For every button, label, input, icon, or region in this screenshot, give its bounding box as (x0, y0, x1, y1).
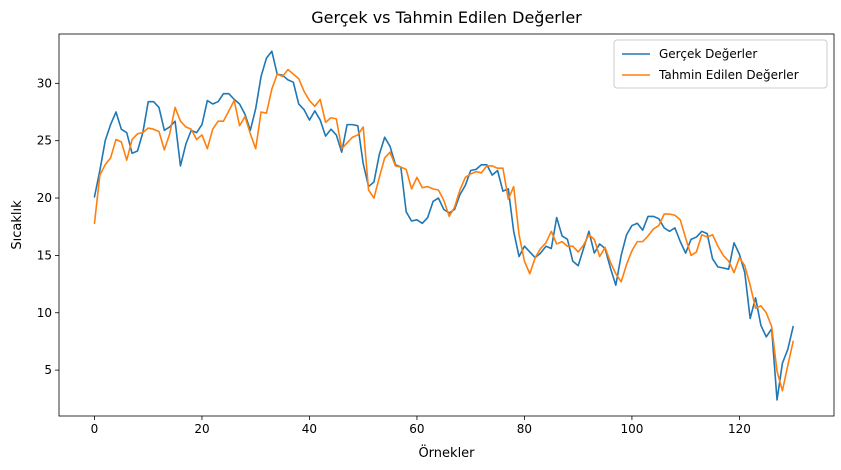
x-axis-label: Örnekler (418, 444, 475, 461)
y-tick-label: 5 (44, 363, 52, 377)
plot-lines (93, 50, 794, 401)
x-tick-label: 40 (302, 422, 317, 436)
x-tick-label: 0 (91, 422, 99, 436)
x-tick-label: 20 (194, 422, 209, 436)
chart-title: Gerçek vs Tahmin Edilen Değerler (311, 8, 582, 27)
x-tick-label: 80 (517, 422, 532, 436)
series-line-1 (93, 50, 794, 401)
y-tick-label: 30 (37, 76, 52, 90)
x-axis-ticks: 0 20 40 60 80 100 120 (91, 416, 751, 436)
x-tick-label: 60 (409, 422, 424, 436)
legend-label-2: Tahmin Edilen Değerler (658, 68, 799, 82)
plot-frame (58, 33, 835, 417)
legend-label-1: Gerçek Değerler (659, 47, 757, 61)
legend-box (613, 39, 828, 89)
y-axis-label: Sıcaklık (10, 200, 25, 250)
x-tick-label: 120 (728, 422, 751, 436)
y-tick-label: 25 (37, 134, 52, 148)
legend: Gerçek Değerler Tahmin Edilen Değerler (613, 39, 828, 89)
series-line-2 (93, 68, 794, 392)
y-tick-label: 15 (37, 248, 52, 262)
y-tick-label: 20 (37, 191, 52, 205)
x-tick-label: 100 (620, 422, 643, 436)
y-axis-ticks: 5 10 15 20 25 30 (37, 76, 59, 377)
y-tick-label: 10 (37, 306, 52, 320)
